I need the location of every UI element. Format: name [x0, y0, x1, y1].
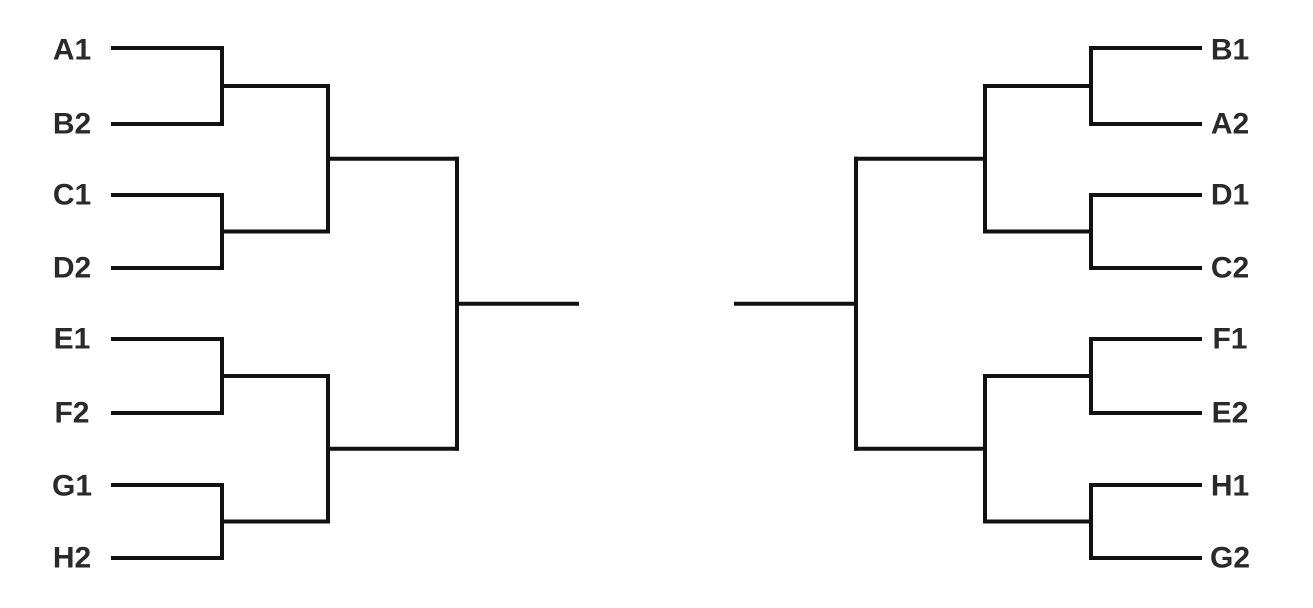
right-teams: B1 A2 D1 C2 F1 E2 H1 G2: [1210, 34, 1250, 575]
right-team-3: D1: [1211, 179, 1249, 212]
bracket-lines: [111, 46, 1202, 560]
right-team-6: E2: [1212, 397, 1249, 430]
left-team-1: A1: [53, 34, 91, 67]
left-teams: A1 B2 C1 D2 E1 F2 G1 H2: [52, 34, 92, 575]
left-team-7: G1: [52, 470, 92, 503]
right-team-5: F1: [1212, 323, 1247, 356]
left-team-8: H2: [53, 542, 91, 575]
right-team-7: H1: [1211, 470, 1249, 503]
left-team-5: E1: [54, 323, 91, 356]
left-team-4: D2: [53, 252, 91, 285]
right-team-8: G2: [1210, 542, 1250, 575]
left-team-6: F2: [54, 397, 89, 430]
left-team-2: B2: [53, 108, 91, 141]
left-team-3: C1: [53, 179, 91, 212]
right-team-1: B1: [1211, 34, 1249, 67]
right-team-2: A2: [1211, 108, 1249, 141]
right-team-4: C2: [1211, 252, 1249, 285]
